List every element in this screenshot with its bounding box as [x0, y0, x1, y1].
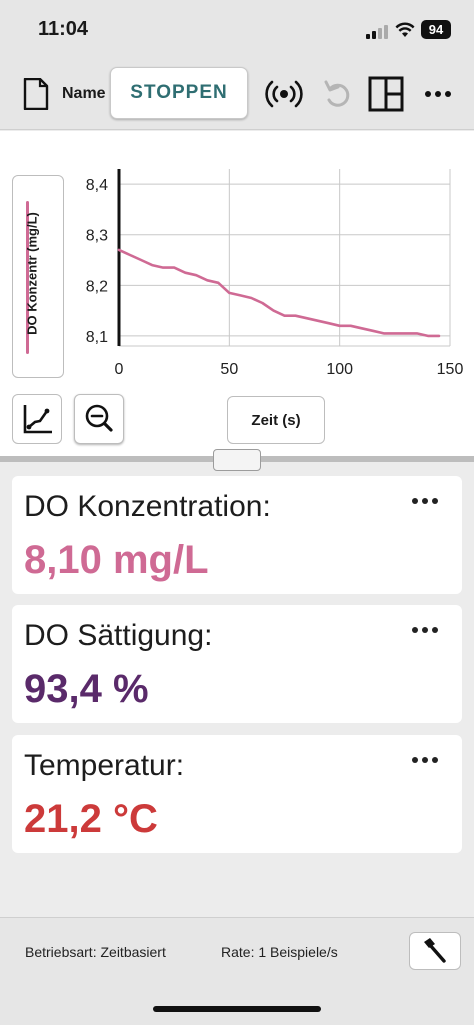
meter-temperature: Temperatur: 21,2 °C — [12, 735, 462, 853]
y-axis-selector[interactable]: DO Konzentr (mg/L) — [12, 175, 64, 378]
meter-value: 93,4 % — [24, 667, 149, 711]
resize-handle[interactable] — [213, 449, 261, 471]
sample-rate: Rate: 1 Beispiele/s — [221, 944, 338, 960]
meter-more-icon[interactable] — [412, 757, 440, 765]
collection-mode: Betriebsart: Zeitbasiert — [25, 944, 166, 960]
zoom-out-icon — [85, 404, 113, 432]
experiment-name[interactable]: Name — [62, 85, 106, 102]
y-tick-label: 8,3 — [86, 228, 108, 245]
meter-value: 21,2 °C — [24, 797, 158, 841]
toolbar: Name STOPPEN — [0, 60, 474, 130]
y-tick-label: 8,2 — [86, 278, 108, 295]
more-options-icon[interactable] — [420, 76, 458, 112]
meter-more-icon[interactable] — [412, 627, 440, 635]
footer-bar: Betriebsart: Zeitbasiert Rate: 1 Beispie… — [0, 917, 474, 1025]
x-tick-label: 150 — [437, 361, 464, 378]
wifi-icon — [395, 22, 415, 37]
graph-panel: 0 50 100 150 8,1 8,2 8,3 8,4 DO Konzentr (mg/L)… — [0, 131, 474, 456]
undo-icon[interactable] — [318, 76, 356, 112]
y-tick-label: 8,4 — [86, 177, 108, 194]
x-tick-label: 100 — [326, 361, 353, 378]
settings-button[interactable] — [409, 932, 461, 970]
status-bar: 11:04 94 — [0, 0, 474, 60]
x-tick-label: 0 — [115, 361, 124, 378]
meter-label: Temperatur: — [24, 749, 185, 782]
series-line — [117, 248, 441, 338]
meter-value: 8,10 mg/L — [24, 538, 209, 582]
home-indicator — [153, 1006, 321, 1012]
wrench-icon — [424, 938, 446, 963]
broadcast-icon[interactable] — [265, 76, 303, 112]
line-chart[interactable]: 0 50 100 150 8,1 8,2 8,3 8,4 — [0, 131, 474, 391]
x-tick-label: 50 — [220, 361, 238, 378]
series-color-swatch — [26, 201, 29, 354]
meter-do-concentration: DO Konzentration: 8,10 mg/L — [12, 476, 462, 594]
zoom-button[interactable] — [74, 394, 124, 444]
meter-label: DO Sättigung: — [24, 619, 213, 652]
battery-indicator: 94 — [421, 20, 451, 39]
autoscale-button[interactable] — [12, 394, 62, 444]
x-axis-selector[interactable]: Zeit (s) — [227, 396, 325, 444]
meter-do-saturation: DO Sättigung: 93,4 % — [12, 605, 462, 723]
meter-more-icon[interactable] — [412, 498, 440, 506]
status-time: 11:04 — [38, 18, 89, 40]
file-icon[interactable] — [23, 78, 49, 110]
cellular-signal-icon — [366, 25, 390, 39]
autoscale-icon — [23, 405, 52, 434]
meter-label: DO Konzentration: — [24, 490, 271, 523]
layout-icon[interactable] — [367, 76, 405, 112]
y-axis-label: DO Konzentr (mg/L) — [24, 212, 40, 335]
y-tick-label: 8,1 — [86, 329, 108, 346]
stop-button[interactable]: STOPPEN — [110, 67, 248, 119]
